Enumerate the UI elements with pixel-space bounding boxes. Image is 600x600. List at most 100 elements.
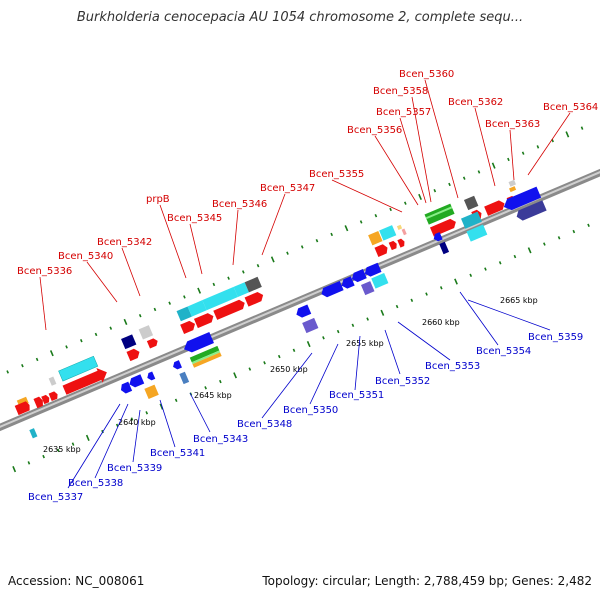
gene-5348-blue[interactable] <box>294 304 312 319</box>
label-bcen-5350[interactable]: Bcen_5350 <box>283 405 338 416</box>
gene-5346-cyan[interactable] <box>202 286 238 311</box>
tick-mark <box>498 261 502 265</box>
gene-5336-cyan[interactable] <box>58 355 99 382</box>
gene-5343-green[interactable] <box>189 345 220 363</box>
gene-5355-red[interactable] <box>374 243 390 257</box>
tick-mark <box>543 242 546 246</box>
gene-5354-navy[interactable] <box>439 241 450 255</box>
label-bcen-5337[interactable]: Bcen_5337 <box>28 492 83 503</box>
tick-mark <box>507 157 510 162</box>
lower-label-text: Bcen_5337 Bcen_5338 Bcen_5339 Bcen_5341 … <box>28 332 583 503</box>
label-bcen-5364[interactable]: Bcen_5364 <box>543 102 598 113</box>
gene-5342-red[interactable] <box>146 337 159 349</box>
gene-5360-red[interactable] <box>429 217 458 237</box>
gene-5341-blue[interactable] <box>171 360 182 370</box>
gene-5343-blue[interactable] <box>182 331 214 355</box>
label-bcen-5336[interactable]: Bcen_5336 <box>17 266 72 277</box>
gene-5338-orange[interactable] <box>144 384 159 400</box>
tick-mark <box>587 223 590 228</box>
label-bcen-5346[interactable]: Bcen_5346 <box>212 199 267 210</box>
gene-5348-purple[interactable] <box>302 317 319 334</box>
label-bcen-5353[interactable]: Bcen_5353 <box>425 361 480 372</box>
label-bcen-5338[interactable]: Bcen_5338 <box>68 478 123 489</box>
label-bcen-5359[interactable]: Bcen_5359 <box>528 332 583 343</box>
label-bcen-5354[interactable]: Bcen_5354 <box>476 346 531 357</box>
label-bcen-5358[interactable]: Bcen_5358 <box>373 86 428 97</box>
gene-5364-orange[interactable] <box>509 186 517 193</box>
tick-mark <box>219 379 222 384</box>
gene-prpb-red[interactable] <box>180 319 197 335</box>
gene-prpb-teal[interactable] <box>176 306 192 322</box>
gene-teal-edge[interactable] <box>29 428 38 439</box>
gene-5340-red[interactable] <box>126 347 141 362</box>
label-bcen-5352[interactable]: Bcen_5352 <box>375 376 430 387</box>
gene-5341-steelblue[interactable] <box>179 371 190 385</box>
gene-5347-gray[interactable] <box>244 276 262 293</box>
gene-5343-lightgreen[interactable] <box>191 350 221 365</box>
gene-blue-right[interactable] <box>502 186 542 213</box>
label-bcen-5347[interactable]: Bcen_5347 <box>260 183 315 194</box>
gene-5353-blue[interactable] <box>363 262 382 278</box>
gene-5352-cyan[interactable] <box>371 272 389 289</box>
label-bcen-5341[interactable]: Bcen_5341 <box>150 448 205 459</box>
gene-5362-gray[interactable] <box>463 195 479 211</box>
gene-red-edge[interactable] <box>14 400 32 416</box>
gene-5347-red[interactable] <box>244 290 265 307</box>
tick-mark <box>6 370 9 374</box>
tick-mark <box>49 350 54 357</box>
tick-mark <box>197 287 202 294</box>
label-bcen-5363[interactable]: Bcen_5363 <box>485 119 540 130</box>
gene-5356-cyan[interactable] <box>379 225 397 241</box>
gene-5354-blue[interactable] <box>432 232 443 242</box>
tick-mark <box>439 286 443 290</box>
label-bcen-5343[interactable]: Bcen_5343 <box>193 434 248 445</box>
label-bcen-5351[interactable]: Bcen_5351 <box>329 390 384 401</box>
gene-5347-cyan[interactable] <box>233 282 249 298</box>
tick-mark <box>572 229 576 234</box>
label-bcen-5362[interactable]: Bcen_5362 <box>448 97 503 108</box>
gene-red-small-2[interactable] <box>41 394 51 405</box>
gene-5351-blue[interactable] <box>340 276 355 290</box>
gene-5364-gray[interactable] <box>508 179 517 187</box>
label-bcen-5340[interactable]: Bcen_5340 <box>58 251 113 262</box>
scale-2640: 2640 kbp <box>118 418 156 427</box>
label-bcen-5339[interactable]: Bcen_5339 <box>107 463 162 474</box>
gene-5358-pink[interactable] <box>401 228 407 236</box>
gene-5337-blue[interactable] <box>119 381 133 395</box>
gene-5359-teal[interactable] <box>461 211 482 229</box>
gene-5363-red[interactable] <box>484 199 506 216</box>
label-prpb[interactable]: prpB <box>146 194 170 205</box>
gene-5352-blue[interactable] <box>350 268 367 284</box>
label-bcen-5348[interactable]: Bcen_5348 <box>237 419 292 430</box>
label-bcen-5357[interactable]: Bcen_5357 <box>376 107 431 118</box>
gene-5345-red[interactable] <box>193 312 215 329</box>
gene-5350-blue[interactable] <box>319 280 344 299</box>
label-bcen-5355[interactable]: Bcen_5355 <box>309 169 364 180</box>
gene-5340-navy[interactable] <box>121 334 137 350</box>
gene-5343-orange[interactable] <box>192 352 222 368</box>
gene-darkblue-right[interactable] <box>515 200 547 222</box>
gene-5336-red[interactable] <box>61 365 110 398</box>
tick-mark <box>359 220 363 224</box>
gene-red-small-3[interactable] <box>33 396 44 409</box>
label-bcen-5356[interactable]: Bcen_5356 <box>347 125 402 136</box>
tick-mark <box>130 417 134 421</box>
tick-mark <box>366 317 369 321</box>
gene-5339-blue[interactable] <box>146 371 156 381</box>
gene-5357-yellow[interactable] <box>396 224 403 230</box>
gene-5342-gray[interactable] <box>138 325 154 340</box>
gene-5355-orange[interactable] <box>368 230 383 246</box>
gene-5356-red[interactable] <box>388 240 399 251</box>
label-bcen-5345[interactable]: Bcen_5345 <box>167 213 222 224</box>
gene-5334-lightgray[interactable] <box>48 376 57 386</box>
tick-mark <box>491 162 496 169</box>
gene-red-small-1[interactable] <box>48 391 59 402</box>
label-bcen-5342[interactable]: Bcen_5342 <box>97 237 152 248</box>
gene-5345-cyan[interactable] <box>187 300 207 317</box>
gene-5338-blue[interactable] <box>127 374 145 389</box>
gene-5359-cyan[interactable] <box>466 224 488 242</box>
gene-5352-purple[interactable] <box>360 281 375 296</box>
label-bcen-5360[interactable]: Bcen_5360 <box>399 69 454 80</box>
gene-5357-red[interactable] <box>397 238 406 248</box>
gene-5346-red[interactable] <box>213 298 246 320</box>
